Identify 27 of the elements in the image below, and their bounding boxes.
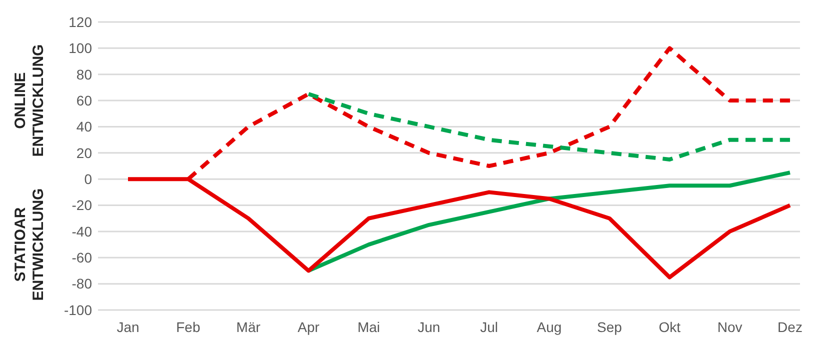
y-tick-label: 0 xyxy=(84,170,92,187)
y-tick-label: 80 xyxy=(76,66,92,82)
y-tick-label: -80 xyxy=(72,276,92,292)
x-tick-label: Apr xyxy=(298,319,320,335)
y-tick-label: 100 xyxy=(68,40,92,56)
x-tick-label: Mär xyxy=(236,319,261,335)
x-tick-label: Nov xyxy=(717,319,742,335)
x-tick-label: Feb xyxy=(176,319,200,335)
y-axis-title: ONLINE ENTWICKLUNG xyxy=(12,44,47,157)
y-tick-label: -20 xyxy=(72,197,92,214)
y-tick-label: -40 xyxy=(72,223,92,240)
y-tick-label: 60 xyxy=(76,92,92,108)
x-tick-label: Jan xyxy=(116,319,140,335)
y-tick-label: -100 xyxy=(64,302,92,318)
x-tick-label: Jun xyxy=(418,319,440,335)
x-tick-label: Sep xyxy=(596,319,622,335)
y-tick-label: 120 xyxy=(68,14,92,30)
x-tick-label: Dez xyxy=(778,319,802,335)
y-tick-label: 40 xyxy=(76,118,92,135)
line-series xyxy=(306,92,792,162)
y-tick-label: -60 xyxy=(72,250,92,266)
y-tick-label: 20 xyxy=(76,144,92,161)
x-tick-label: Jul xyxy=(480,319,498,335)
x-tick-label: Okt xyxy=(658,319,681,335)
x-tick-label: Mai xyxy=(357,319,380,335)
text: STATIOAR ENTWICKLUNG xyxy=(12,188,47,301)
x-tick-label: Aug xyxy=(536,319,562,335)
